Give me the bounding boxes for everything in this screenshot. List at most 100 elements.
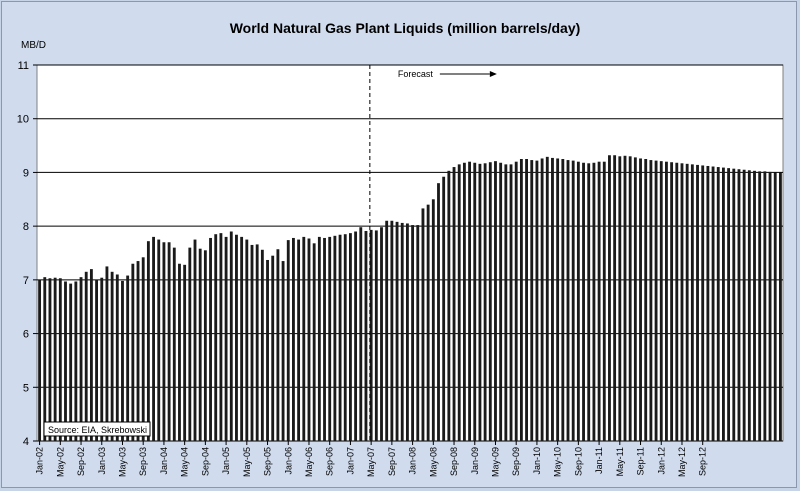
x-tick-label: Jan-06 <box>283 447 293 475</box>
bar <box>400 222 404 441</box>
bar <box>706 165 710 442</box>
bar <box>64 281 67 441</box>
bar <box>556 158 560 441</box>
bar <box>722 167 725 441</box>
bar <box>260 249 264 441</box>
bar <box>680 163 684 442</box>
y-tick-label: 10 <box>17 114 29 126</box>
bar <box>525 159 528 441</box>
bar <box>561 159 565 441</box>
bar <box>618 156 622 441</box>
x-tick-label: Sep-08 <box>449 447 459 476</box>
bar <box>317 236 321 441</box>
x-tick-label: Sep-11 <box>636 447 646 475</box>
x-tick-label: May-12 <box>677 447 687 477</box>
bar <box>592 162 596 441</box>
bar <box>58 278 62 441</box>
bar <box>597 161 601 441</box>
bar <box>545 156 549 441</box>
bar <box>74 281 78 441</box>
x-tick-label: Sep-07 <box>387 447 397 476</box>
bar <box>576 161 580 441</box>
bar <box>473 162 477 441</box>
bar <box>633 157 637 441</box>
bar <box>198 248 202 441</box>
bar <box>172 247 176 441</box>
bar <box>245 239 249 441</box>
bar <box>690 164 694 441</box>
x-tick-label: Jan-12 <box>656 447 666 475</box>
bar <box>115 274 119 441</box>
bar <box>84 271 88 441</box>
plot-area <box>36 64 784 442</box>
forecast-arrow <box>439 71 497 77</box>
bar <box>778 172 782 441</box>
x-tick-label: Jan-10 <box>532 447 542 475</box>
bar <box>514 161 518 441</box>
bar <box>240 236 244 441</box>
bar <box>95 279 98 441</box>
bar <box>483 163 487 442</box>
bar <box>566 160 570 441</box>
bar <box>675 162 679 441</box>
bar <box>587 163 591 442</box>
bar <box>395 221 399 441</box>
bar <box>349 233 352 441</box>
bar <box>141 257 145 441</box>
x-tick-label: Jan-09 <box>470 447 480 475</box>
bar <box>608 155 611 442</box>
bar <box>732 168 736 442</box>
bar <box>354 231 358 441</box>
bar <box>235 234 238 441</box>
bar <box>457 164 461 441</box>
source-box <box>43 421 151 437</box>
bar <box>535 160 539 442</box>
x-tick-label: Jan-08 <box>408 447 418 475</box>
x-tick-label: Jan-02 <box>35 447 45 475</box>
bar <box>229 231 233 441</box>
bar <box>343 234 347 441</box>
x-tick-label: May-08 <box>428 447 438 477</box>
bar <box>654 160 658 442</box>
bar <box>421 208 425 441</box>
bar <box>38 279 42 441</box>
bar <box>437 183 440 442</box>
bar <box>266 259 269 441</box>
bar <box>747 170 751 441</box>
y-tick-label: 5 <box>23 382 29 394</box>
bar <box>131 263 135 441</box>
bar <box>390 220 394 441</box>
y-tick-label: 8 <box>23 221 29 233</box>
bar <box>411 225 415 441</box>
bar <box>281 261 285 441</box>
bar <box>685 163 689 441</box>
x-tick-label: Jan-05 <box>221 447 231 475</box>
bar <box>478 163 482 441</box>
x-tick-label: Sep-06 <box>325 447 335 476</box>
bar <box>110 271 114 441</box>
bar <box>100 277 104 441</box>
x-tick-label: May-10 <box>553 447 563 477</box>
y-tick-label: 9 <box>23 167 29 179</box>
y-tick-label: 6 <box>23 329 29 341</box>
x-tick-label: Jan-03 <box>97 447 107 475</box>
bar <box>374 230 378 441</box>
bar <box>462 162 466 441</box>
bar <box>494 161 497 441</box>
bar <box>701 165 705 441</box>
bar <box>183 264 187 441</box>
bar <box>582 162 585 441</box>
bar <box>79 277 83 441</box>
bar <box>452 167 456 441</box>
bar <box>447 170 451 441</box>
bar <box>716 167 720 441</box>
bar <box>540 158 544 441</box>
bar-series <box>38 155 782 442</box>
bar <box>328 236 332 441</box>
x-tick-label: Sep-09 <box>511 447 521 476</box>
x-tick-label: May-03 <box>117 447 127 477</box>
bar <box>146 241 150 441</box>
bar <box>89 269 93 441</box>
x-tick-label: Sep-02 <box>76 447 86 476</box>
bar <box>519 159 523 441</box>
